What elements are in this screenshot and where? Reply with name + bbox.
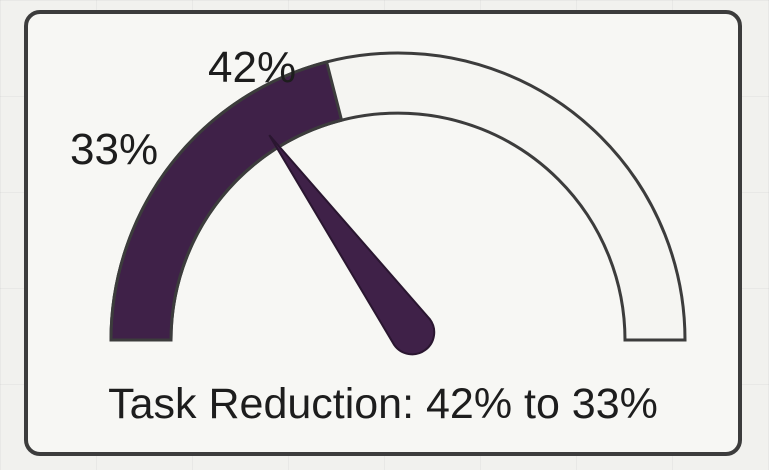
gauge-fill-arc xyxy=(109,60,344,342)
chart-title: Task Reduction: 42% to 33% xyxy=(108,380,658,428)
label-42-percent: 42% xyxy=(208,43,296,92)
label-33-percent: 33% xyxy=(70,125,158,174)
gauge-needle xyxy=(268,134,436,356)
